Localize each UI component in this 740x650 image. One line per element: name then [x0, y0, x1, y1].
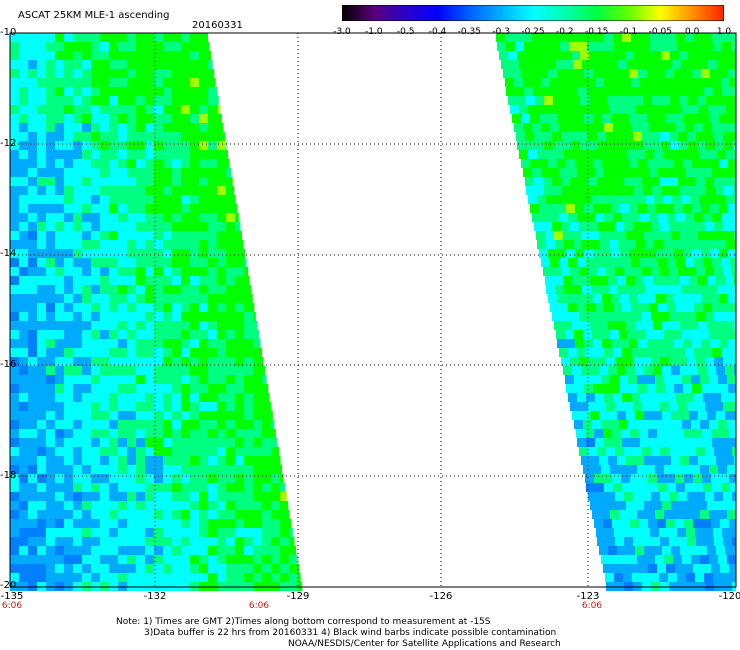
- colorbar-tick-label: -0.4: [428, 27, 447, 37]
- lat-label: -10: [0, 27, 17, 38]
- lat-label: -12: [0, 138, 17, 149]
- lon-label: -129: [286, 591, 310, 602]
- colorbar-tick-label: -3.0: [333, 27, 351, 37]
- swath-time-label: 6:06: [1, 601, 23, 611]
- lon-label: -135: [0, 591, 24, 602]
- note-line-3: NOAA/NESDIS/Center for Satellite Applica…: [288, 639, 561, 649]
- colorbar-tick-label: -0.25: [521, 27, 545, 37]
- swath-time-label: 6:06: [248, 601, 270, 611]
- swath-time-label: 6:06: [581, 601, 603, 611]
- lat-label: -18: [0, 470, 17, 481]
- colorbar-tick-label: 1.0: [716, 27, 732, 37]
- lon-label: -132: [143, 591, 167, 602]
- lon-label: -123: [576, 591, 600, 602]
- map-title: ASCAT 25KM MLE-1 ascending: [18, 10, 170, 21]
- colorbar-tick-label: -0.1: [619, 27, 638, 37]
- plot-frame: [9, 32, 737, 588]
- left-swath: [10, 33, 303, 591]
- colorbar-tick-label: -0.2: [556, 27, 574, 37]
- map-date: 20160331: [192, 20, 243, 31]
- colorbar-tick-label: -1.0: [365, 27, 383, 37]
- lat-label: -14: [0, 248, 17, 259]
- colorbar-tick-label: -0.5: [396, 27, 415, 37]
- colorbar-tick-label: -0.15: [585, 27, 609, 37]
- colorbar: [342, 5, 724, 21]
- colorbar-tick-label: 0.0: [684, 27, 700, 37]
- colorbar-tick-label: -0.35: [457, 27, 481, 37]
- colorbar-tick-label: -0.3: [492, 27, 510, 37]
- lat-label: -16: [0, 359, 17, 370]
- right-swath: [496, 33, 736, 591]
- colorbar-tick-label: -0.05: [648, 27, 672, 37]
- colorbar-gradient: [342, 5, 724, 21]
- lat-label: -20: [0, 580, 17, 591]
- lon-label: -126: [429, 591, 453, 602]
- lat-lon-grid: [10, 33, 736, 587]
- note-line-2: 3)Data buffer is 22 hrs from 20160331 4)…: [144, 628, 557, 638]
- note-line-1: Note: 1) Times are GMT 2)Times along bot…: [116, 617, 491, 627]
- lon-label: -120: [718, 591, 740, 602]
